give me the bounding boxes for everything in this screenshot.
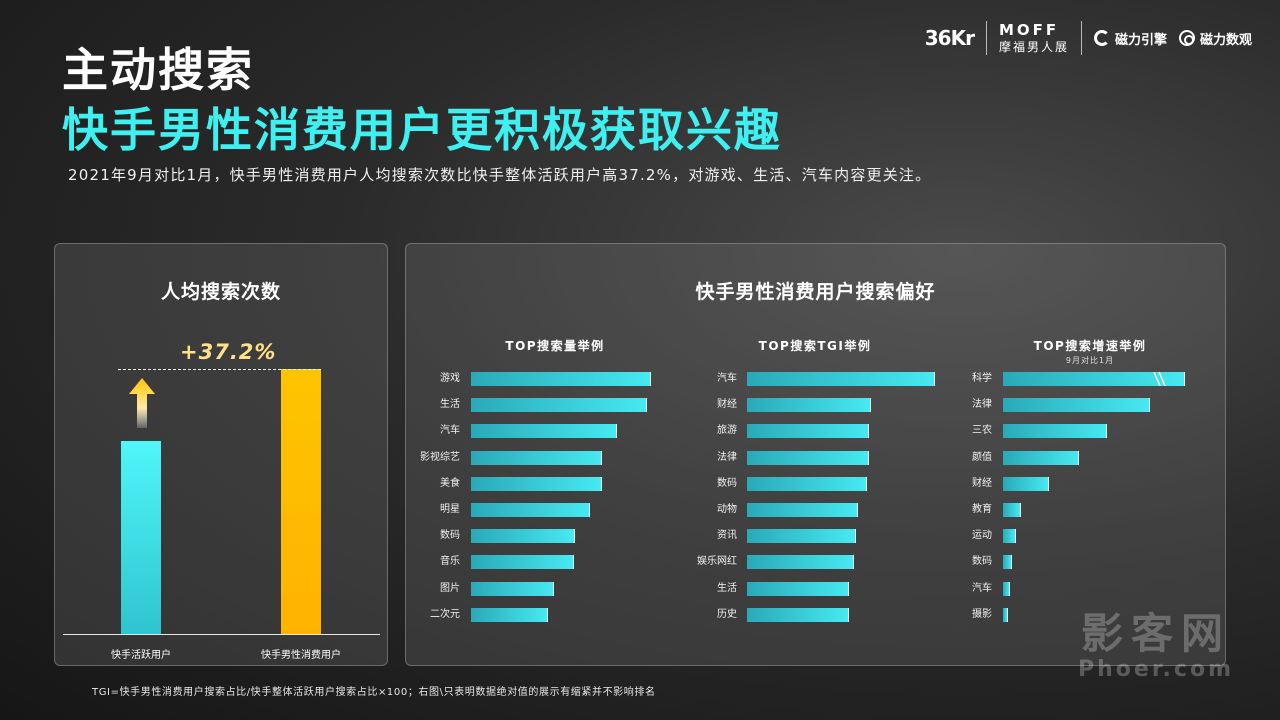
- chart-title-col-3: TOP搜索增速举例: [1033, 339, 1147, 353]
- bar-label: 摄影: [972, 608, 992, 620]
- growth-annotation: +37.2%: [180, 340, 277, 364]
- hbar: [747, 503, 858, 517]
- bar-label: 财经: [717, 399, 737, 411]
- hbar: [1003, 581, 1011, 596]
- hbar: [1003, 529, 1016, 544]
- hbar: [1003, 476, 1049, 491]
- vbar-male-consumers: [281, 369, 321, 634]
- x-axis: [63, 634, 380, 635]
- bar-label: 颜值: [972, 451, 992, 463]
- bar-label: 数码: [972, 556, 992, 568]
- hbar: [471, 476, 603, 491]
- comparison-dashed-line: [118, 369, 321, 370]
- panel-title-avg-search: 人均搜索次数: [160, 281, 281, 303]
- logo-cili-engine: 磁力引擎: [1093, 29, 1167, 48]
- chart-title-col-2: TOP搜索TGI举例: [758, 339, 872, 353]
- hbar: [747, 555, 855, 570]
- chart-title-col-1: TOP搜索量举例: [505, 339, 605, 353]
- logo-cili-data-text: 磁力数观: [1199, 32, 1252, 48]
- hbar: [471, 398, 648, 413]
- bar-label: 影视综艺: [420, 451, 460, 463]
- bar-label: 旅游: [717, 425, 737, 437]
- hbar: [1003, 555, 1013, 570]
- chart-subtitle-col-3: 9月对比1月: [1065, 356, 1115, 365]
- bar-label: 生活: [717, 582, 737, 594]
- hbar: [747, 372, 935, 386]
- bar-label: 财经: [972, 477, 992, 489]
- page-title: 主动搜索: [62, 43, 254, 97]
- hbar: [747, 424, 870, 439]
- bar-label: 法律: [717, 451, 737, 463]
- bar-label: 二次元: [430, 608, 460, 620]
- hbar: [471, 555, 574, 570]
- bar-label: 科学: [972, 373, 992, 384]
- watermark: 影客网 Phoer.com: [1078, 600, 1234, 682]
- bar-label: 音乐: [440, 556, 460, 568]
- logo-moff-cn: 摩福男人展: [998, 40, 1069, 54]
- hbar: [1003, 424, 1107, 439]
- bar-label: 数码: [717, 477, 737, 489]
- logo-divider: [985, 21, 987, 55]
- bar-label: 明星: [440, 504, 460, 515]
- break-mark-icon: [1153, 372, 1166, 386]
- hbar: [471, 372, 651, 386]
- hbar: [471, 529, 576, 544]
- logo-36kr: 36Kr: [924, 26, 975, 50]
- cili-engine-icon: [1093, 30, 1110, 46]
- bar-label: 游戏: [440, 373, 460, 384]
- bar-label: 图片: [440, 582, 460, 594]
- watermark-en: Phoer.com: [1078, 657, 1234, 682]
- hbar: [1003, 450, 1080, 465]
- hbar: [1003, 503, 1022, 517]
- bar-label: 运动: [972, 530, 992, 542]
- page-title-accent: 快手男性消费用户更积极获取兴趣: [62, 103, 782, 157]
- bar-label: 数码: [440, 530, 460, 542]
- bar-label: 教育: [972, 504, 992, 515]
- hbar: [747, 581, 849, 596]
- bar-label: 汽车: [440, 425, 460, 437]
- up-arrow-icon: [129, 378, 155, 428]
- footnote: TGI=快手男性消费用户搜索占比/快手整体活跃用户搜索占比×100；右图\只表明…: [92, 687, 656, 698]
- logo-cili-engine-text: 磁力引擎: [1114, 32, 1167, 48]
- bar-label: 娱乐网红: [697, 556, 737, 568]
- logo-moff-text: MOFF: [998, 21, 1060, 39]
- bar-label: 资讯: [717, 530, 737, 542]
- hbar: [471, 503, 590, 517]
- logo-divider: [1080, 21, 1082, 55]
- panel-avg-search: 人均搜索次数: [54, 243, 388, 666]
- x-label-male-consumers: 快手男性消费用户: [261, 650, 341, 661]
- bar-label: 美食: [440, 477, 460, 489]
- bar-label: 汽车: [717, 373, 737, 384]
- hbar: [747, 529, 857, 544]
- hbar: [471, 581, 554, 596]
- bar-label: 历史: [717, 608, 737, 620]
- hbar: [471, 450, 603, 465]
- watermark-cn: 影客网: [1081, 609, 1232, 658]
- x-label-active-users: 快手活跃用户: [111, 650, 171, 661]
- bar-label: 汽车: [972, 582, 992, 594]
- hbar: [747, 607, 849, 622]
- header-logos: 36Kr MOFF 摩福男人展 磁力引擎 磁力数观: [925, 18, 1252, 58]
- logo-moff: MOFF 摩福男人展: [998, 21, 1069, 54]
- vbar-active-users: [121, 440, 161, 634]
- hbar: [1003, 607, 1009, 622]
- logo-cili-data: 磁力数观: [1178, 29, 1252, 48]
- hbar: [1003, 398, 1151, 413]
- cili-data-icon: [1178, 30, 1195, 46]
- hbar: [1003, 372, 1185, 386]
- bar-label: 三农: [972, 425, 992, 437]
- bar-label: 法律: [972, 399, 992, 411]
- panel-title-search-preferences: 快手男性消费用户搜索偏好: [695, 281, 936, 303]
- hbar: [747, 476, 868, 491]
- page-subtitle: 2021年9月对比1月，快手男性消费用户人均搜索次数比快手整体活跃用户高37.2…: [68, 166, 932, 184]
- hbar: [747, 398, 872, 413]
- hbar: [471, 607, 549, 622]
- bar-label: 动物: [717, 504, 737, 515]
- hbar: [471, 424, 617, 439]
- hbar: [747, 450, 870, 465]
- bar-label: 生活: [440, 399, 460, 411]
